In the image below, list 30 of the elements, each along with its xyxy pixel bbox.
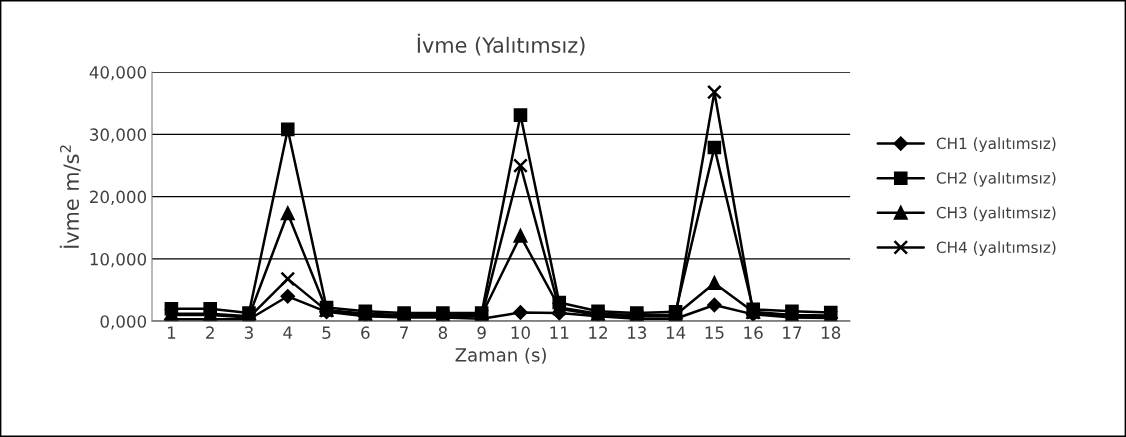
- x-tick-label: 10: [511, 326, 530, 339]
- x-tick-label: 15: [705, 326, 724, 339]
- x-tick-label: 4: [283, 326, 293, 339]
- x-tick-label: 16: [744, 326, 763, 339]
- x-tick-label: 1: [167, 326, 176, 339]
- legend-label: CH1 (yalıtımsız): [936, 137, 1056, 153]
- x-tick-label: 5: [322, 326, 331, 339]
- x-tick-label: 7: [400, 326, 408, 339]
- y-tick-label: 30,000: [90, 128, 147, 143]
- legend-label: CH4 (yalıtımsız): [936, 241, 1056, 257]
- chart-title: İvme (Yalıtımsız): [417, 33, 585, 56]
- x-tick-label: 14: [666, 326, 686, 339]
- x-tick-label: 6: [361, 326, 370, 339]
- y-axis-title: İvme m/s$^{2}$: [59, 145, 81, 248]
- legend-label: CH2 (yalıtımsız): [936, 171, 1056, 187]
- x-tick-label: 18: [821, 326, 841, 339]
- y-tick-label: 40,000: [89, 66, 147, 81]
- y-tick-label: 0,000: [100, 315, 147, 330]
- x-tick-label: 9: [477, 326, 486, 339]
- x-tick-label: 13: [628, 326, 647, 339]
- y-tick-label: 10,000: [90, 252, 147, 268]
- x-tick-label: 2: [206, 326, 214, 339]
- x-tick-label: 3: [244, 326, 253, 339]
- x-axis-title: Zaman (s): [455, 347, 546, 364]
- legend-label: CH3 (yalıtımsız): [936, 206, 1056, 222]
- x-tick-label: 8: [438, 326, 448, 339]
- x-tick-label: 12: [589, 326, 607, 339]
- x-tick-label: 17: [783, 326, 802, 339]
- x-tick-label: 11: [550, 326, 569, 339]
- y-tick-label: 20,000: [90, 190, 147, 205]
